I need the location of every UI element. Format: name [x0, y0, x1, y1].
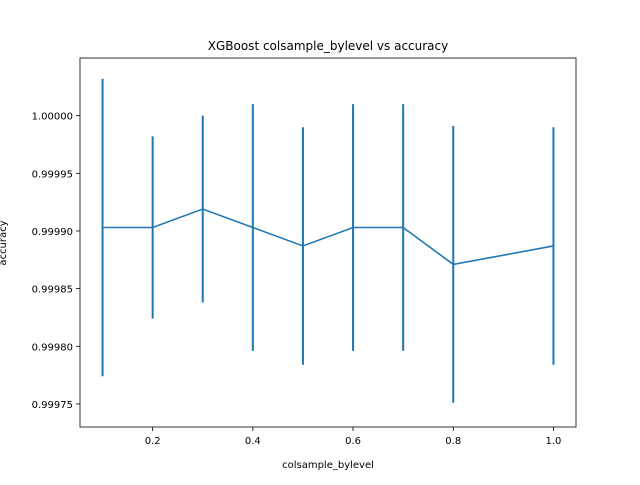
- x-tick-label: 1.0: [546, 436, 562, 447]
- y-axis-label: accuracy: [0, 220, 9, 265]
- plot-area: [79, 57, 577, 428]
- series-line: [102, 208, 554, 266]
- x-axis-ticks: 0.2 0.4 0.6 0.8 1.0: [145, 427, 562, 447]
- x-axis-label: colsample_bylevel: [282, 460, 374, 471]
- y-tick-label: 0.99985: [32, 285, 73, 296]
- x-tick-label: 0.2: [145, 436, 161, 447]
- chart-title: XGBoost colsample_bylevel vs accuracy: [208, 39, 449, 53]
- x-tick-label: 0.8: [445, 436, 461, 447]
- axes-frame: [79, 57, 577, 428]
- y-axis-ticks: 0.99975 0.99980 0.99985 0.99990 0.99995 1.000…: [32, 112, 80, 411]
- x-tick-label: 0.4: [245, 436, 261, 447]
- y-tick-label: 1.00000: [32, 112, 73, 123]
- y-tick-label: 0.99990: [32, 227, 73, 238]
- x-tick-label: 0.6: [345, 436, 361, 447]
- y-tick-label: 0.99975: [32, 400, 73, 411]
- y-tick-label: 0.99980: [32, 342, 73, 353]
- y-tick-label: 0.99995: [32, 169, 73, 180]
